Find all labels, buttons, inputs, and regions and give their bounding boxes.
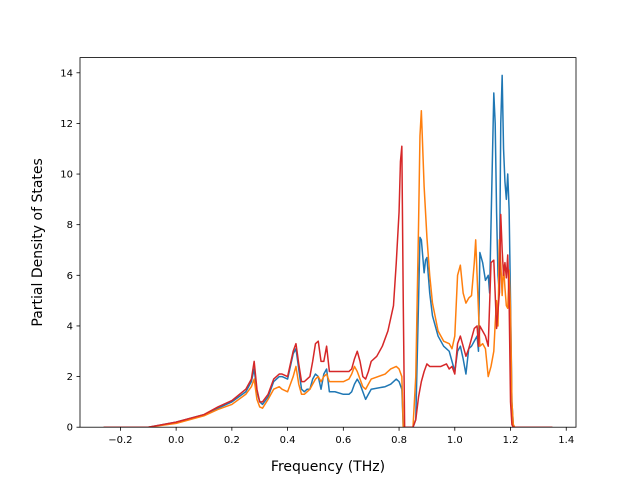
- y-axis-label: Partial Density of States: [30, 158, 46, 326]
- y-tick-label: 4: [67, 321, 73, 332]
- x-tick-label: 0.6: [335, 435, 351, 446]
- y-tick-label: 8: [67, 220, 73, 231]
- x-tick-label: 0.2: [224, 435, 240, 446]
- x-tick-label: −0.2: [108, 435, 132, 446]
- x-tick-label: 0.4: [280, 435, 296, 446]
- x-tick-label: 1.0: [447, 435, 463, 446]
- y-axis-ticks: 0 2 4 6 8 10 12 14: [60, 68, 80, 434]
- y-tick-label: 0: [67, 423, 73, 434]
- y-tick-label: 12: [60, 119, 73, 130]
- x-axis-label: Frequency (THz): [271, 459, 385, 475]
- plot-frame: [79, 57, 577, 428]
- x-axis-ticks: −0.2 0.0 0.2 0.4 0.6 0.8 1.0 1.2 1.4: [108, 427, 574, 446]
- x-tick-label: 0.8: [391, 435, 407, 446]
- x-tick-label: 1.4: [558, 435, 574, 446]
- series-line-3: [103, 145, 553, 428]
- y-tick-label: 2: [67, 372, 73, 383]
- y-tick-label: 10: [60, 170, 73, 181]
- y-tick-label: 6: [67, 271, 73, 282]
- x-tick-label: 1.2: [503, 435, 519, 446]
- x-tick-label: 0.0: [168, 435, 184, 446]
- y-tick-label: 14: [60, 68, 73, 79]
- series-layer: [103, 74, 553, 428]
